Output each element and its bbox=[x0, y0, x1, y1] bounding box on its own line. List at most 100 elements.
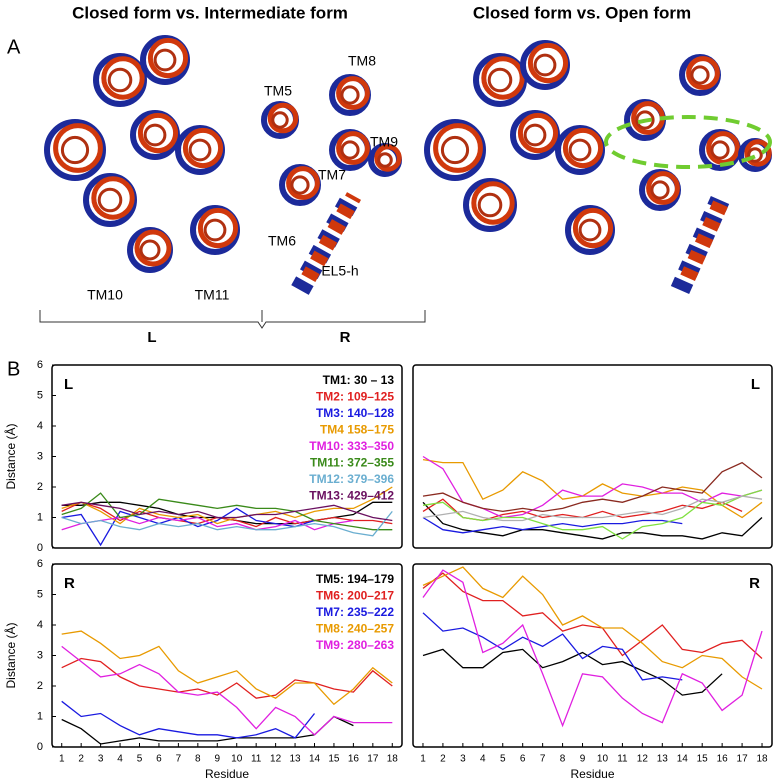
x-tick-label: 5 bbox=[500, 754, 506, 765]
x-tick-label: 18 bbox=[756, 754, 768, 765]
data-line bbox=[61, 657, 393, 699]
helix bbox=[568, 138, 592, 162]
helix bbox=[572, 207, 614, 249]
x-tick-label: 6 bbox=[520, 754, 526, 765]
helix bbox=[424, 119, 486, 181]
helix bbox=[340, 85, 360, 105]
protein-structure bbox=[44, 35, 772, 295]
data-line bbox=[422, 461, 763, 513]
y-tick-label: 3 bbox=[37, 450, 43, 462]
x-tick-label: 1 bbox=[59, 754, 65, 765]
structure-label: TM10 bbox=[87, 287, 123, 303]
helix bbox=[487, 67, 513, 93]
data-line bbox=[61, 501, 393, 522]
x-tick-label: 7 bbox=[540, 754, 546, 765]
x-tick-label: 6 bbox=[156, 754, 162, 765]
y-tick-label: 1 bbox=[37, 511, 43, 523]
y-tick-label: 2 bbox=[37, 481, 43, 493]
x-tick-label: 2 bbox=[78, 754, 84, 765]
helix bbox=[578, 218, 602, 242]
data-line bbox=[61, 507, 315, 547]
data-line bbox=[422, 569, 763, 728]
data-line bbox=[422, 566, 763, 690]
helix bbox=[377, 152, 393, 168]
structure-label: TM5 bbox=[264, 83, 292, 99]
x-tick-label: 3 bbox=[98, 754, 104, 765]
data-line bbox=[61, 700, 316, 739]
chart-label: R bbox=[749, 575, 760, 592]
helix bbox=[747, 147, 763, 163]
x-tick-label: 13 bbox=[289, 754, 301, 765]
panel-label: B bbox=[7, 358, 20, 380]
x-tick-label: 2 bbox=[440, 754, 446, 765]
legend-entry: TM5: 194–179 bbox=[316, 572, 394, 586]
helix bbox=[143, 123, 167, 147]
panel-label: A bbox=[7, 36, 21, 58]
helix bbox=[53, 123, 103, 173]
y-tick-label: 5 bbox=[37, 389, 43, 401]
x-axis-label: Residue bbox=[570, 767, 614, 781]
chart-label: L bbox=[751, 376, 760, 393]
helix bbox=[635, 110, 655, 130]
structure-label: TM9 bbox=[370, 134, 398, 150]
y-tick-label: 2 bbox=[37, 680, 43, 692]
helix bbox=[60, 135, 90, 165]
data-line bbox=[61, 645, 393, 736]
helix bbox=[44, 119, 106, 181]
x-tick-label: 3 bbox=[460, 754, 466, 765]
helix bbox=[336, 76, 370, 110]
legend-entry: TM9: 280–263 bbox=[316, 638, 394, 652]
legend-entry: TM1: 30 – 13 bbox=[323, 373, 395, 387]
y-tick-label: 5 bbox=[37, 588, 43, 600]
y-axis-label: Distance (Å) bbox=[3, 622, 18, 688]
chart-label: R bbox=[64, 575, 75, 592]
helix bbox=[710, 140, 730, 160]
helix bbox=[91, 176, 135, 220]
x-tick-label: 5 bbox=[137, 754, 143, 765]
data-line bbox=[422, 648, 723, 696]
legend-entry: TM11: 372–355 bbox=[310, 456, 394, 470]
helix bbox=[562, 127, 604, 169]
x-tick-label: 9 bbox=[214, 754, 220, 765]
helix bbox=[153, 48, 177, 72]
helix bbox=[440, 135, 470, 165]
helix bbox=[686, 56, 720, 90]
plot-frame bbox=[412, 364, 773, 549]
panel-title: Closed form vs. Open form bbox=[473, 3, 691, 22]
helix bbox=[134, 229, 172, 267]
x-tick-label: 17 bbox=[737, 754, 749, 765]
x-tick-label: 12 bbox=[270, 754, 282, 765]
helix bbox=[182, 127, 224, 169]
data-line bbox=[422, 516, 683, 534]
x-tick-label: 10 bbox=[597, 754, 609, 765]
x-tick-label: 7 bbox=[176, 754, 182, 765]
y-axis-label: Distance (Å) bbox=[3, 423, 18, 489]
helix bbox=[374, 144, 402, 172]
x-tick-label: 14 bbox=[309, 754, 321, 765]
legend-entry: TM12: 379–396 bbox=[309, 472, 394, 486]
y-tick-label: 6 bbox=[37, 558, 43, 570]
helix bbox=[517, 112, 559, 154]
structure-label: TM7 bbox=[318, 167, 346, 183]
y-tick-label: 3 bbox=[37, 649, 43, 661]
x-tick-label: 8 bbox=[195, 754, 201, 765]
y-tick-label: 4 bbox=[37, 420, 43, 432]
helix bbox=[203, 218, 227, 242]
helix bbox=[471, 181, 515, 225]
x-tick-label: 16 bbox=[717, 754, 729, 765]
helix bbox=[676, 192, 732, 290]
group-label: L bbox=[147, 329, 156, 346]
legend-entry: TM4 158–175 bbox=[320, 423, 394, 437]
plot-frame bbox=[412, 563, 773, 748]
legend-entry: TM8: 240–257 bbox=[316, 622, 394, 636]
bracket bbox=[39, 310, 426, 329]
helix bbox=[340, 140, 360, 160]
x-tick-label: 18 bbox=[387, 754, 399, 765]
helix bbox=[188, 138, 212, 162]
x-axis-label: Residue bbox=[205, 767, 249, 781]
helix bbox=[527, 42, 569, 84]
y-tick-label: 0 bbox=[37, 741, 43, 753]
helix bbox=[533, 53, 557, 77]
structure-label: TM6 bbox=[268, 233, 296, 249]
x-tick-label: 4 bbox=[117, 754, 123, 765]
